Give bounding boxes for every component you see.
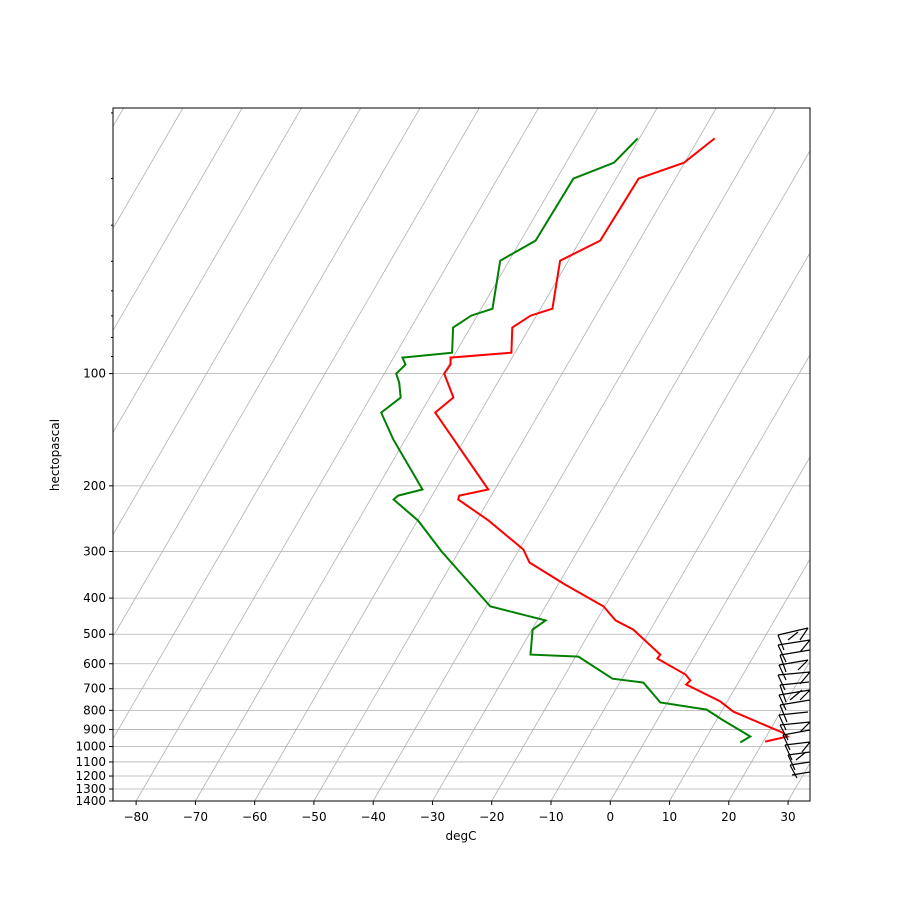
isotherm <box>195 108 599 801</box>
y-tick-label: 100 <box>83 367 106 381</box>
y-tick-label: 1200 <box>75 769 106 783</box>
y-tick-label: 700 <box>83 682 106 696</box>
isotherm <box>113 108 480 740</box>
x-tick-label: −40 <box>361 810 386 824</box>
isotherm <box>669 558 810 801</box>
x-tick-label: −60 <box>242 810 267 824</box>
wind-barbs <box>777 627 810 779</box>
x-tick-label: −20 <box>479 810 504 824</box>
y-tick-label: 200 <box>83 479 106 493</box>
y-tick-label: 1300 <box>75 782 106 796</box>
isotherm <box>113 108 302 434</box>
isotherm <box>432 150 810 801</box>
plot-frame <box>112 107 811 802</box>
x-axis-label: degC <box>446 829 477 843</box>
x-tick-label: 20 <box>721 810 736 824</box>
grid <box>113 108 810 801</box>
isotherm <box>550 354 810 801</box>
x-tick-label: 10 <box>662 810 677 824</box>
profiles <box>379 137 790 744</box>
y-axis-label: hectopascal <box>48 419 62 491</box>
isotherm <box>728 660 810 801</box>
isotherm <box>113 108 362 536</box>
y-tick-label: 400 <box>83 591 106 605</box>
x-tick-label: −10 <box>538 810 563 824</box>
isotherm <box>491 252 810 801</box>
y-tick-label: 1000 <box>75 740 106 754</box>
y-tick-label: 1100 <box>75 755 106 769</box>
profile-line <box>379 137 753 744</box>
y-tick-label: 300 <box>83 545 106 559</box>
y-tick-label: 500 <box>83 627 106 641</box>
x-tick-label: −50 <box>301 810 326 824</box>
isotherm <box>372 108 776 801</box>
x-tick-label: −30 <box>420 810 445 824</box>
y-tick-label: 1400 <box>75 794 106 808</box>
y-tick-label: 800 <box>83 703 106 717</box>
isotherm <box>313 108 717 801</box>
x-tick-label: 0 <box>606 810 614 824</box>
isotherm <box>113 108 243 332</box>
x-tick-label: −80 <box>123 810 148 824</box>
isotherm <box>113 108 184 230</box>
x-tick-label: 30 <box>780 810 795 824</box>
isotherm <box>254 108 658 801</box>
profile-line <box>433 137 790 743</box>
x-tick-label: −70 <box>183 810 208 824</box>
y-tick-label: 600 <box>83 657 106 671</box>
isotherm <box>609 456 810 801</box>
isotherm <box>113 108 421 638</box>
y-tick-label: 900 <box>83 722 106 736</box>
isotherm <box>135 108 539 801</box>
